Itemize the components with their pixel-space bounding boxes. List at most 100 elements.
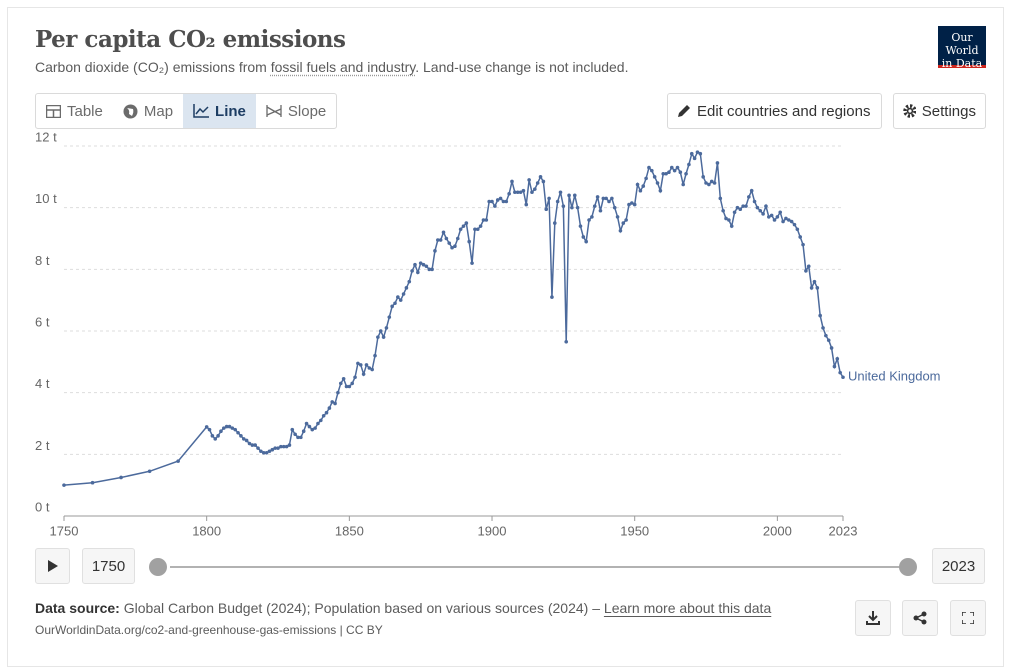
point [732, 210, 737, 215]
point [841, 375, 845, 380]
point [498, 196, 503, 201]
point [624, 218, 628, 222]
point [216, 434, 220, 438]
point [507, 191, 511, 196]
point [356, 361, 360, 366]
timeline-handle[interactable] [899, 558, 917, 576]
point [752, 199, 757, 204]
point [387, 315, 392, 319]
icon [266, 105, 282, 117]
point [835, 356, 840, 361]
icon [678, 105, 690, 117]
point [367, 366, 372, 370]
point [533, 187, 537, 191]
point [261, 450, 266, 455]
tab[interactable]: Map [113, 94, 183, 128]
point [341, 376, 346, 381]
point [584, 239, 588, 244]
point [515, 190, 520, 195]
point [547, 196, 551, 201]
logo[interactable]: Our World in Data [938, 26, 986, 70]
point [381, 335, 386, 339]
timeline-handle[interactable] [149, 558, 167, 576]
point [430, 267, 434, 272]
point [401, 292, 406, 296]
point [233, 427, 238, 432]
point [541, 179, 546, 184]
point [221, 426, 226, 430]
point [390, 304, 394, 309]
icon [903, 104, 916, 118]
point [441, 230, 446, 235]
button-label: Edit countries and regions [697, 102, 871, 120]
x-tick-label: 1850 [335, 523, 364, 538]
point [567, 193, 571, 198]
point [219, 429, 223, 434]
point [304, 421, 309, 426]
point [704, 181, 708, 185]
point [535, 181, 540, 185]
point [644, 176, 648, 181]
point [564, 339, 569, 344]
fullscreen-button[interactable] [950, 600, 986, 636]
point [513, 190, 517, 195]
tab-label: Line [215, 102, 246, 120]
point [772, 218, 777, 222]
y-tick-label: 12 t [35, 129, 57, 144]
point [575, 205, 580, 210]
timeline-end[interactable]: 2023 [932, 548, 985, 584]
y-tick-label: 10 t [35, 191, 57, 206]
point [450, 245, 454, 250]
point [544, 207, 549, 212]
source-link[interactable]: Learn more about this data [603, 600, 772, 616]
tab[interactable]: Line [183, 94, 256, 128]
point [376, 335, 380, 339]
point [398, 298, 403, 302]
point [621, 221, 626, 225]
point [806, 264, 811, 269]
point [299, 435, 303, 440]
point [436, 238, 440, 242]
share-button[interactable] [902, 600, 938, 636]
point [815, 286, 820, 290]
point [290, 427, 295, 432]
download-button[interactable] [855, 600, 891, 636]
point [758, 208, 763, 213]
point [655, 181, 660, 185]
edit-button[interactable]: Edit countries and regions [667, 93, 882, 129]
point [538, 175, 543, 179]
source-text: Global Carbon Budget (2024); Population … [119, 600, 604, 616]
point [470, 261, 474, 265]
point [204, 425, 209, 429]
point [353, 375, 357, 380]
settings-button[interactable]: Settings [893, 93, 986, 129]
point [592, 204, 597, 208]
point [393, 301, 397, 306]
point [612, 205, 617, 210]
point [527, 178, 531, 182]
play-button[interactable] [35, 548, 70, 584]
point [324, 410, 329, 415]
point [307, 424, 312, 429]
point [396, 295, 400, 299]
tab[interactable]: Slope [256, 94, 336, 128]
point [444, 236, 449, 241]
subtitle-link[interactable]: fossil fuels and industry [270, 59, 416, 75]
series-line [63, 151, 844, 486]
point [313, 426, 317, 430]
icon [47, 560, 58, 572]
point [62, 483, 66, 487]
x-tick-label: 1950 [620, 523, 649, 538]
point [775, 215, 780, 219]
point [590, 215, 594, 219]
point [809, 286, 814, 290]
point [550, 295, 554, 299]
point [458, 227, 463, 232]
point [838, 370, 842, 375]
tab-bar: Table Map Line Slope [35, 93, 337, 129]
timeline-start[interactable]: 1750 [82, 548, 135, 584]
point [301, 429, 306, 434]
point [147, 469, 152, 474]
tab[interactable]: Table [36, 94, 113, 128]
point [213, 437, 218, 441]
